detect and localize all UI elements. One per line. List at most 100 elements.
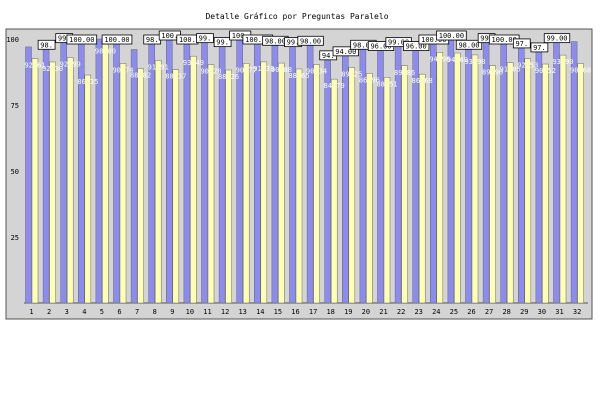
x-tick-label: 28 — [502, 308, 510, 316]
series-a-data-label: 98.00 — [265, 37, 286, 45]
x-tick-label: 29 — [520, 308, 528, 316]
series-a-label-box — [455, 39, 483, 50]
series-b-data-label: 91.91 — [148, 63, 169, 71]
series-b-data-label: 93.49 — [183, 59, 204, 67]
series-a-label-box — [543, 33, 571, 44]
bar-series-b — [559, 54, 567, 304]
x-tick-label: 1 — [29, 308, 33, 316]
x-tick-label: 11 — [203, 308, 211, 316]
bar-series-b — [225, 69, 232, 304]
x-tick-label: 22 — [397, 308, 405, 316]
bar-series-a — [306, 44, 314, 304]
series-a-data-label: 96.00 — [406, 43, 427, 51]
x-tick-label: 14 — [256, 308, 264, 316]
series-b-data-label: 92.61 — [24, 62, 45, 70]
series-b-data-label: 86.68 — [412, 77, 433, 85]
series-a-data-label: 96.00 — [370, 43, 391, 51]
series-b-data-label: 90.68 — [570, 67, 591, 75]
bar-series-b — [418, 73, 426, 304]
series-b-data-label: 90.28 — [200, 68, 221, 76]
series-a-data-label: 97. — [533, 44, 546, 52]
series-a-labels: 98.99.100.00 100.00 98. 100. 100. 99. 99.100.1… — [37, 30, 571, 61]
bar-series-a — [535, 46, 543, 304]
series-a-data-label: 99.00 — [388, 39, 409, 47]
y-tick-label: 25 — [11, 234, 19, 242]
bar-series-a — [570, 41, 578, 304]
bar-series-a — [42, 44, 50, 304]
series-a-data-label: 99. — [480, 35, 493, 43]
bar-series-b — [278, 62, 285, 304]
bar-series-b — [260, 61, 268, 304]
x-tick-label: 5 — [100, 308, 104, 316]
series-b-data-label: 88.37 — [165, 73, 186, 81]
series-b-data-label: 89.25 — [341, 70, 362, 78]
bar-series-b — [524, 58, 532, 304]
bar-series-a — [342, 54, 349, 304]
bar-series-b — [49, 61, 56, 304]
series-a-data-label: 98.00 — [353, 41, 374, 49]
series-a-label-box — [66, 34, 98, 45]
bar-series-b — [366, 73, 373, 304]
x-tick-label: 30 — [538, 308, 546, 316]
series-a-data-label: 100. — [161, 32, 178, 40]
x-tick-label: 2 — [47, 308, 51, 316]
series-b-data-label: 92.53 — [517, 62, 538, 70]
series-b-data-label: 92.99 — [60, 61, 81, 69]
x-tick-label: 24 — [432, 308, 440, 316]
x-tick-label: 17 — [309, 308, 317, 316]
bar-series-b — [542, 63, 549, 304]
bar-series-b — [190, 55, 197, 304]
bar-series-b — [31, 58, 39, 304]
series-b-data-label: 88.26 — [218, 73, 239, 81]
series-a-data-label: 99. — [199, 35, 212, 43]
x-tick-label: 19 — [344, 308, 352, 316]
bar-series-a — [289, 41, 296, 304]
series-b-data-label: 84.79 — [324, 82, 345, 90]
bar-series-b — [154, 60, 162, 304]
bar-series-a — [254, 38, 261, 304]
series-b-data-label: 90.34 — [306, 68, 327, 76]
series-a-label-box — [332, 46, 359, 57]
bar-series-a — [553, 41, 560, 304]
series-b-data-label: 88.51 — [376, 80, 397, 88]
series-a-label-box — [101, 34, 133, 45]
bar-series-b — [119, 63, 127, 304]
series-b-data-label: 88.65 — [288, 72, 309, 80]
y-tick-label: 100 — [6, 36, 19, 44]
x-tick-label: 31 — [555, 308, 563, 316]
bar-series-b — [330, 78, 338, 304]
bar-series-b — [66, 57, 74, 304]
series-b-data-label: 93.98 — [464, 58, 485, 66]
series-b-data-label: 93.90 — [552, 58, 573, 66]
x-tick-label: 21 — [379, 308, 387, 316]
series-b-data-label: 90.74 — [112, 66, 133, 74]
bar-series-b — [506, 62, 514, 304]
x-tick-label: 6 — [117, 308, 121, 316]
series-a-data-label: 99.00 — [546, 35, 567, 43]
bar-series-b — [348, 67, 356, 304]
x-tick-label: 13 — [238, 308, 246, 316]
bar-series-a — [500, 38, 507, 304]
bar-series-a — [60, 41, 67, 304]
bar-series-b — [137, 68, 144, 304]
bar-series-b — [84, 74, 92, 304]
x-tick-label: 18 — [326, 308, 334, 316]
bar-series-a — [25, 46, 32, 304]
series-a-data-label: 97. — [515, 40, 528, 48]
bar-series-b — [401, 65, 408, 304]
bar-series-b — [242, 63, 250, 304]
series-a-label-box — [213, 37, 232, 48]
series-a-data-label: 98.00 — [458, 41, 479, 49]
x-tick-label: 9 — [170, 308, 174, 316]
x-tick-label: 10 — [186, 308, 194, 316]
series-a-label-box — [37, 39, 56, 50]
series-a-data-label: 99. — [58, 35, 71, 43]
x-tick-label: 12 — [221, 308, 229, 316]
series-a-data-label: 100.00 — [492, 36, 517, 44]
chart-title: Detalle Gráfico por Preguntas Paralelo — [205, 12, 388, 21]
bar-series-a — [324, 54, 331, 304]
series-a-data-label: 99. — [287, 39, 300, 47]
